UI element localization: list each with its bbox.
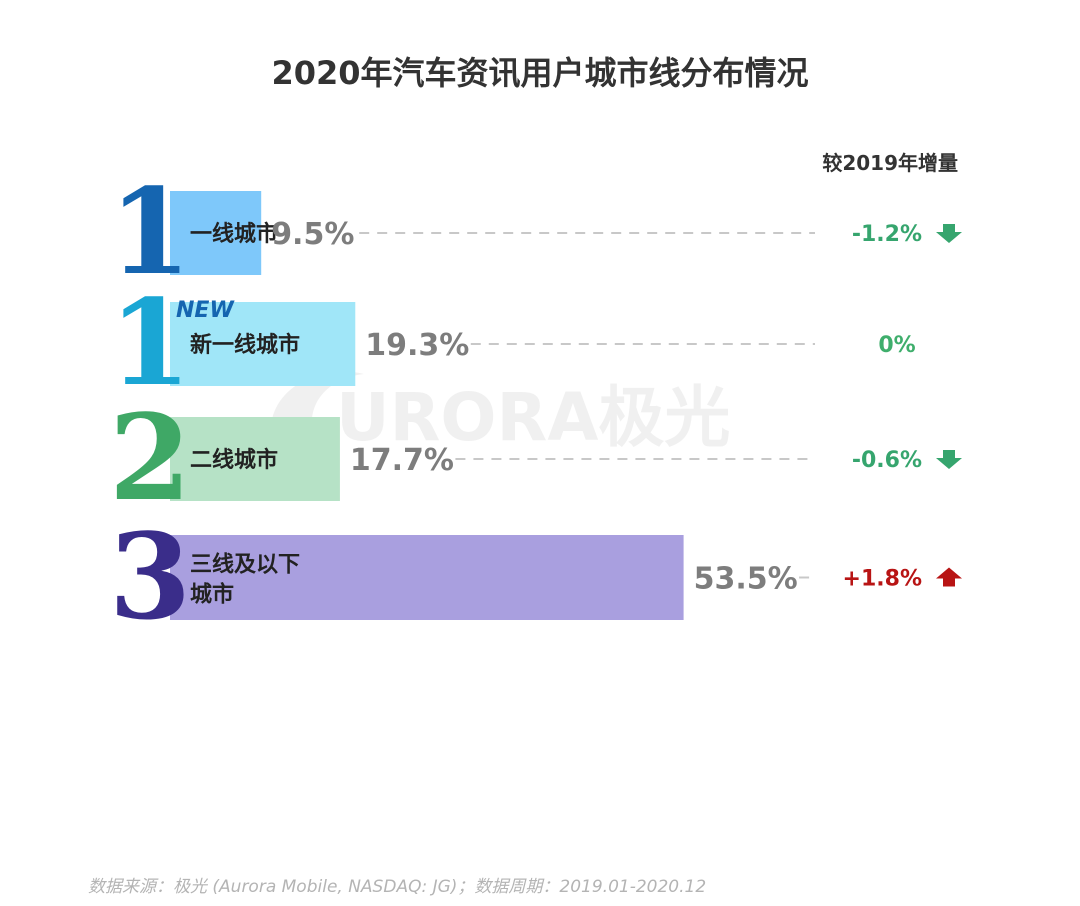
source-footnote: 数据来源：极光 (Aurora Mobile, NASDAQ: JG)；数据周期…	[88, 877, 707, 897]
delta-label: -1.2%	[852, 222, 922, 247]
value-label: 53.5%	[694, 562, 798, 597]
bar	[170, 417, 340, 501]
chart-title: 2020年汽车资讯用户城市线分布情况	[271, 54, 808, 92]
rank-digit: 1	[109, 273, 191, 412]
category-label: 新一线城市	[190, 332, 300, 358]
value-label: 17.7%	[350, 443, 454, 478]
category-label: 三线及以下	[190, 552, 300, 578]
new-badge: NEW	[176, 298, 235, 323]
value-label: 19.3%	[365, 328, 469, 363]
bar	[170, 191, 262, 275]
watermark-text: URORA极光	[336, 379, 730, 456]
category-label: 城市	[190, 582, 234, 608]
up-arrow-icon	[936, 567, 962, 587]
down-arrow-icon	[936, 224, 962, 243]
value-label: 9.5%	[271, 217, 354, 252]
category-label: 二线城市	[190, 447, 278, 473]
down-arrow-icon	[936, 450, 962, 469]
delta-label: -0.6%	[852, 448, 922, 473]
rank-digit: 1	[109, 162, 191, 301]
rank-digit: 2	[109, 388, 191, 527]
rank-digit: 3	[109, 507, 191, 646]
delta-header: 较2019年增量	[822, 151, 958, 175]
delta-label: 0%	[878, 333, 915, 358]
category-label: 一线城市	[190, 221, 278, 247]
bar	[170, 535, 684, 620]
bar	[170, 302, 356, 386]
delta-label: +1.8%	[843, 567, 922, 592]
